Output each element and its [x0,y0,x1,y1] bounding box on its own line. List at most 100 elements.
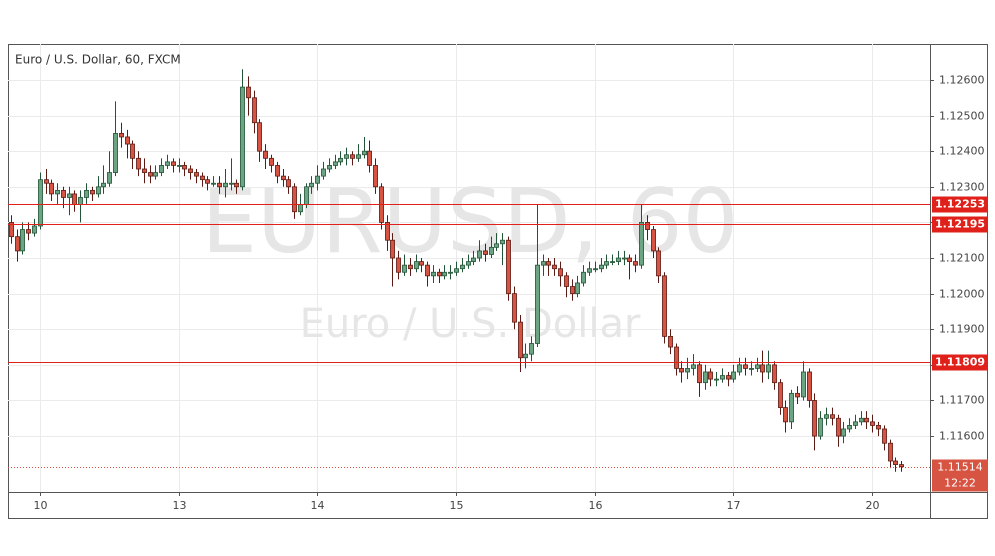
x-tick-label: 16 [589,499,603,512]
candle-body [616,257,621,262]
candle-body [570,286,575,295]
candle-body [373,165,378,188]
candle-body [234,182,239,188]
candle-body [362,150,367,156]
candle-body [49,182,54,195]
candle-body [78,197,83,206]
price-label: 1.11809 [935,356,985,369]
candle-body [419,261,424,266]
candle-body [350,154,355,159]
candle-body [483,250,488,255]
candle-body [731,371,736,380]
candle-body [205,179,210,184]
y-tick-label: 1.11600 [939,430,985,443]
candle-body [321,168,326,177]
candle-body [165,161,170,166]
x-tick-label: 17 [727,499,741,512]
candle-body [390,239,395,259]
candle-body [44,179,49,184]
y-tick-label: 1.12500 [939,110,985,123]
candle-body [500,239,505,245]
chart-title: Euro / U.S. Dollar, 60, FXCM [15,53,181,67]
candle-body [437,271,442,277]
candle-body [333,161,338,166]
candle-body [552,264,557,270]
candle-body [697,364,702,384]
candle-body [67,193,72,198]
candle-body [315,175,320,184]
candle-body [703,371,708,384]
candle-body [119,132,124,138]
candle-body [113,132,118,173]
candle-body [783,407,788,423]
price-label-box [932,216,988,233]
candle-body [853,421,858,426]
x-tick-label: 14 [311,499,325,512]
candle-body [674,346,679,369]
candle-body [466,261,471,266]
candle-body [824,414,829,419]
candle-body [541,261,546,266]
candle-body [200,175,205,181]
candle-body [859,417,864,423]
candle-body [15,236,20,252]
candle-body [188,168,193,173]
candle-body [425,264,430,277]
candle-body [269,157,274,166]
candle-body [402,264,407,273]
candle-body [344,154,349,159]
candle-body [9,222,14,238]
candle-body [662,275,667,337]
candle-body [627,257,632,262]
candle-body [101,182,106,188]
candle-body [327,165,332,170]
candle-body [876,425,881,430]
candle-body [84,189,89,198]
candle-body [281,175,286,181]
x-tick-label: 15 [450,499,464,512]
candle-body [882,428,887,444]
candle-body [836,417,841,437]
candle-body [518,321,523,359]
countdown: 12:22 [944,477,976,490]
candle-body [454,268,459,273]
candle-body [743,364,748,369]
watermark: EURUSD, 60 [201,170,738,273]
candle-body [304,186,309,206]
price-label-box [932,354,988,371]
candle-body [575,282,580,295]
candle-body [668,335,673,348]
y-tick-label: 1.12000 [939,288,985,301]
candle-body [581,271,586,284]
candle-body [385,222,390,241]
candle-body [367,150,372,166]
candle-body [645,222,650,230]
candle-body [807,371,812,401]
chart-frame [8,44,988,519]
candle-body [448,271,453,274]
y-tick-label: 1.11900 [939,323,985,336]
candle-body [292,186,297,213]
candle-body [789,392,794,423]
candle-body [275,165,280,177]
candle-body [610,261,615,263]
y-tick-label: 1.11700 [939,394,985,407]
candle-body [888,442,893,462]
candle-body [414,261,419,270]
price-label: 1.12195 [935,218,985,231]
candle-body [223,182,228,188]
candle-body [396,257,401,273]
candle-body [633,261,638,266]
candle-body [679,368,684,373]
candle-body [148,172,153,177]
candle-body [830,414,835,419]
candle-body [252,97,257,124]
candle-body [107,172,112,184]
candle-body [229,182,234,185]
candle-body [593,268,598,271]
candle-body [257,122,262,152]
candle-body [477,250,482,259]
candle-body [691,364,696,369]
candle-body [309,182,314,188]
candle-body [558,268,563,277]
